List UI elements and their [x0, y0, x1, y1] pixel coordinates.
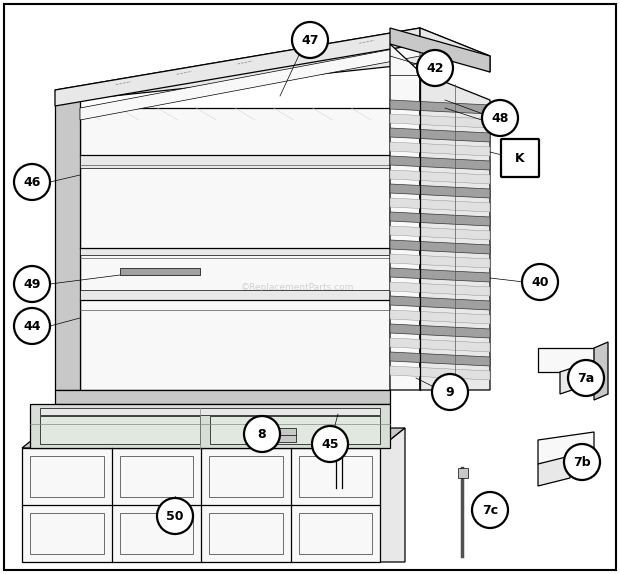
Text: 47: 47 [301, 33, 319, 46]
Text: 48: 48 [491, 111, 508, 125]
Polygon shape [272, 428, 296, 442]
Polygon shape [22, 448, 380, 562]
Circle shape [14, 308, 50, 344]
Text: 40: 40 [531, 276, 549, 289]
Polygon shape [55, 28, 490, 100]
Polygon shape [390, 268, 490, 282]
Polygon shape [390, 352, 490, 366]
Circle shape [14, 164, 50, 200]
Circle shape [568, 360, 604, 396]
Circle shape [14, 266, 50, 302]
Circle shape [157, 498, 193, 534]
Text: 7c: 7c [482, 503, 498, 517]
Circle shape [564, 444, 600, 480]
Polygon shape [390, 142, 490, 156]
Text: 9: 9 [446, 386, 454, 398]
Text: 46: 46 [24, 176, 41, 188]
Polygon shape [210, 416, 380, 444]
Polygon shape [390, 296, 490, 310]
Polygon shape [80, 155, 390, 168]
Text: 45: 45 [321, 437, 339, 451]
Polygon shape [380, 428, 405, 562]
Polygon shape [40, 408, 380, 415]
Text: 7a: 7a [577, 371, 595, 385]
Polygon shape [55, 90, 80, 390]
Polygon shape [560, 360, 596, 394]
Polygon shape [538, 456, 570, 486]
Polygon shape [390, 128, 490, 142]
Polygon shape [390, 366, 490, 380]
Circle shape [522, 264, 558, 300]
Text: ©ReplacementParts.com: ©ReplacementParts.com [241, 282, 354, 292]
Text: K: K [515, 152, 525, 165]
Circle shape [312, 426, 348, 462]
Polygon shape [390, 254, 490, 268]
Polygon shape [80, 290, 390, 300]
Text: 49: 49 [24, 277, 41, 290]
Polygon shape [55, 28, 420, 106]
Polygon shape [390, 212, 490, 226]
Polygon shape [30, 404, 390, 448]
Polygon shape [40, 416, 200, 444]
Polygon shape [390, 114, 490, 128]
Polygon shape [390, 184, 490, 198]
Polygon shape [538, 348, 594, 372]
Polygon shape [390, 310, 490, 324]
Polygon shape [420, 28, 490, 72]
Circle shape [244, 416, 280, 452]
Polygon shape [538, 432, 594, 464]
Polygon shape [390, 170, 490, 184]
Text: 42: 42 [427, 61, 444, 75]
Polygon shape [390, 226, 490, 240]
Polygon shape [390, 100, 490, 114]
Polygon shape [80, 108, 390, 390]
Polygon shape [55, 390, 390, 404]
Text: 7b: 7b [573, 456, 591, 468]
Polygon shape [390, 198, 490, 212]
Circle shape [482, 100, 518, 136]
Polygon shape [390, 240, 490, 254]
Polygon shape [80, 44, 420, 120]
Polygon shape [390, 324, 490, 338]
Polygon shape [390, 282, 490, 296]
Circle shape [472, 492, 508, 528]
Polygon shape [22, 428, 405, 448]
Polygon shape [390, 338, 490, 352]
Polygon shape [458, 468, 468, 478]
Circle shape [417, 50, 453, 86]
Polygon shape [594, 342, 608, 400]
FancyBboxPatch shape [501, 139, 539, 177]
Polygon shape [390, 28, 490, 72]
Circle shape [292, 22, 328, 58]
Polygon shape [390, 44, 420, 390]
Polygon shape [80, 248, 390, 255]
Polygon shape [120, 268, 200, 275]
Polygon shape [420, 72, 490, 390]
Text: 8: 8 [258, 428, 267, 440]
Polygon shape [390, 156, 490, 170]
Text: 44: 44 [24, 320, 41, 332]
Circle shape [432, 374, 468, 410]
Text: 50: 50 [166, 510, 184, 522]
